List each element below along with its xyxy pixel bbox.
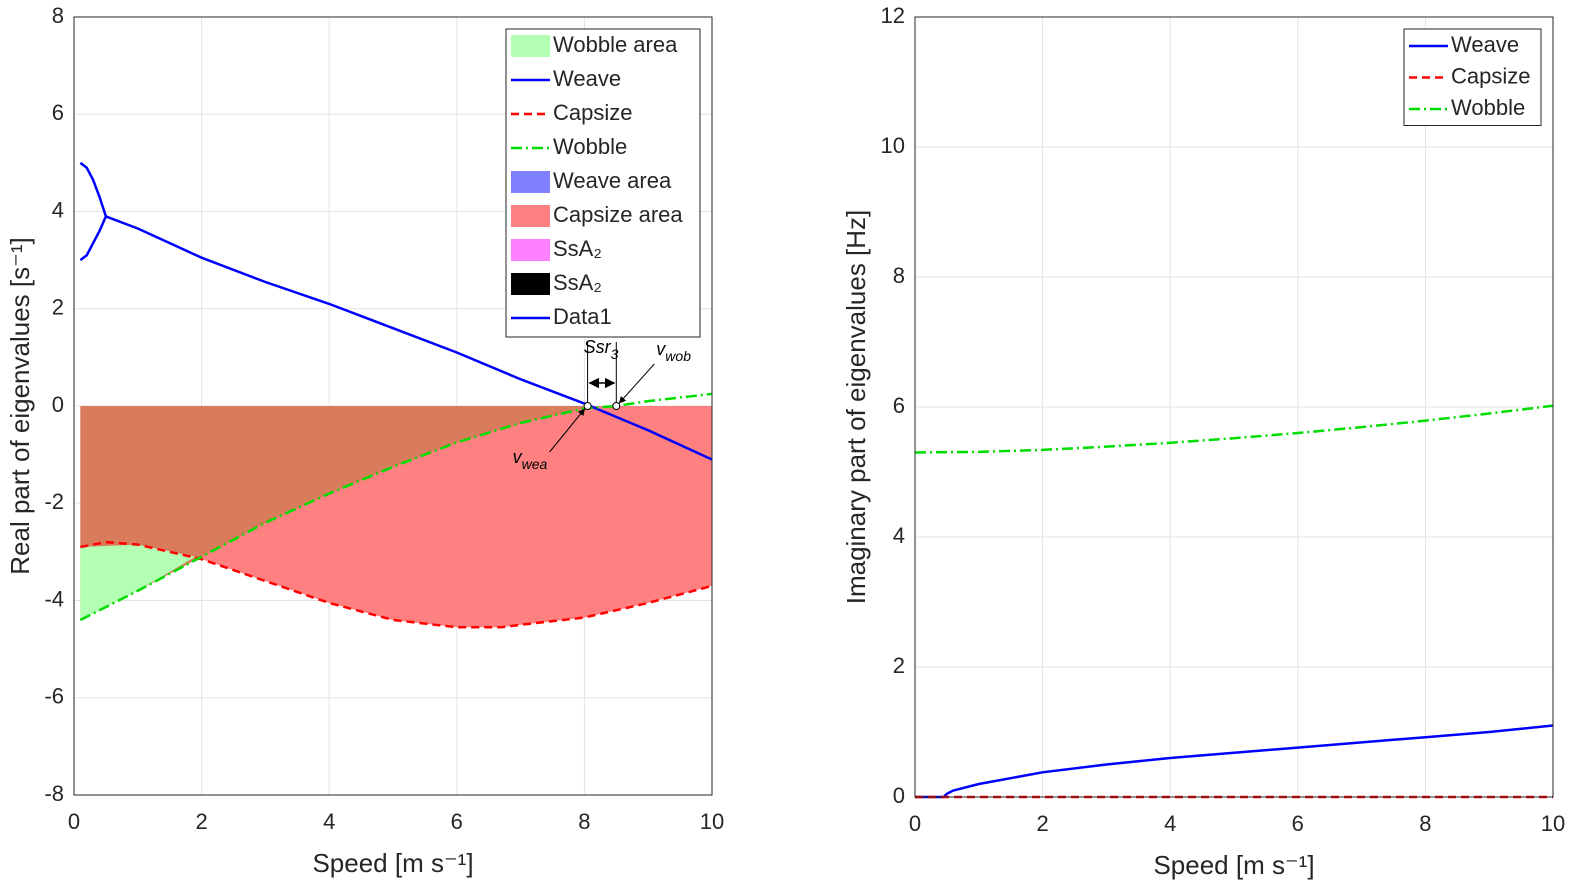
legend-label: Capsize — [553, 100, 632, 125]
series-line — [79, 392, 713, 622]
annotation-point — [583, 402, 592, 410]
x-tick-label: 8 — [1419, 811, 1431, 836]
series-line — [80, 540, 713, 629]
y-tick-label: 8 — [893, 263, 905, 288]
y-tick-label: 4 — [893, 523, 905, 548]
legend-label: SsA₂ — [553, 270, 602, 295]
legend-label: Weave — [1451, 32, 1519, 57]
annotation: Ssr3 — [584, 337, 619, 362]
annotation-text: v — [656, 339, 666, 359]
annotation-text: Ssr — [584, 337, 612, 357]
y-tick-label: -8 — [44, 781, 64, 806]
legend-swatch — [511, 171, 550, 193]
legend-label: Weave area — [553, 168, 672, 193]
legend-label: Wobble — [553, 134, 627, 159]
legend-label: Wobble — [1451, 95, 1525, 120]
annotation-text: v — [513, 447, 523, 467]
y-tick-label: 6 — [893, 393, 905, 418]
x-tick-label: 8 — [578, 809, 590, 834]
annotation-point — [612, 402, 621, 410]
y-tick-label: -2 — [44, 489, 64, 514]
legend-label: Wobble area — [553, 32, 678, 57]
legend-label: SsA₂ — [553, 236, 602, 261]
y-tick-label: 6 — [52, 100, 64, 125]
y-axis-label: Real part of eigenvalues [s⁻¹] — [5, 237, 35, 574]
y-axis-label: Imaginary part of eigenvalues [Hz] — [841, 210, 871, 605]
area — [80, 544, 196, 620]
x-tick-label: 10 — [700, 809, 724, 834]
annotation-subscript: wob — [665, 348, 691, 364]
x-axis-label: Speed [m s⁻¹] — [1153, 850, 1314, 880]
axes-frame — [914, 16, 1554, 798]
x-tick-label: 2 — [195, 809, 207, 834]
annotation-arrow — [618, 363, 655, 404]
x-tick-label: 2 — [1036, 811, 1048, 836]
y-tick-label: 4 — [52, 197, 64, 222]
x-tick-label: 10 — [1541, 811, 1565, 836]
legend-swatch — [511, 273, 550, 295]
series-line — [79, 161, 713, 461]
legend-swatch — [511, 205, 550, 227]
series-line — [914, 404, 1554, 454]
x-tick-label: 6 — [451, 809, 463, 834]
legend-label: Data1 — [553, 304, 612, 329]
y-tick-label: -6 — [44, 684, 64, 709]
x-tick-label: 4 — [1164, 811, 1176, 836]
x-tick-label: 0 — [68, 809, 80, 834]
y-tick-label: 8 — [52, 3, 64, 28]
axes-frame — [73, 16, 713, 796]
series-line — [915, 724, 1554, 799]
x-axis-label: Speed [m s⁻¹] — [312, 848, 473, 878]
legend-swatch — [511, 239, 550, 261]
x-tick-label: 0 — [909, 811, 921, 836]
x-tick-label: 6 — [1292, 811, 1304, 836]
annotation: vwea — [513, 447, 548, 472]
y-tick-label: 2 — [52, 295, 64, 320]
series-line — [79, 215, 108, 262]
y-tick-label: 2 — [893, 653, 905, 678]
y-tick-label: 0 — [893, 783, 905, 808]
y-tick-label: 12 — [881, 3, 905, 28]
y-tick-label: 10 — [881, 133, 905, 158]
legend-label: Capsize — [1451, 63, 1530, 88]
y-tick-label: -4 — [44, 586, 64, 611]
annotation-subscript: 3 — [611, 346, 619, 362]
legend-label: Weave — [553, 66, 621, 91]
legend-swatch — [511, 35, 550, 57]
annotation-arrow — [549, 408, 586, 453]
legend-label: Capsize area — [553, 202, 683, 227]
y-tick-label: 0 — [52, 392, 64, 417]
x-tick-label: 4 — [323, 809, 335, 834]
area — [80, 406, 588, 620]
annotation: vwob — [656, 339, 691, 364]
annotation-subscript: wea — [522, 456, 548, 472]
